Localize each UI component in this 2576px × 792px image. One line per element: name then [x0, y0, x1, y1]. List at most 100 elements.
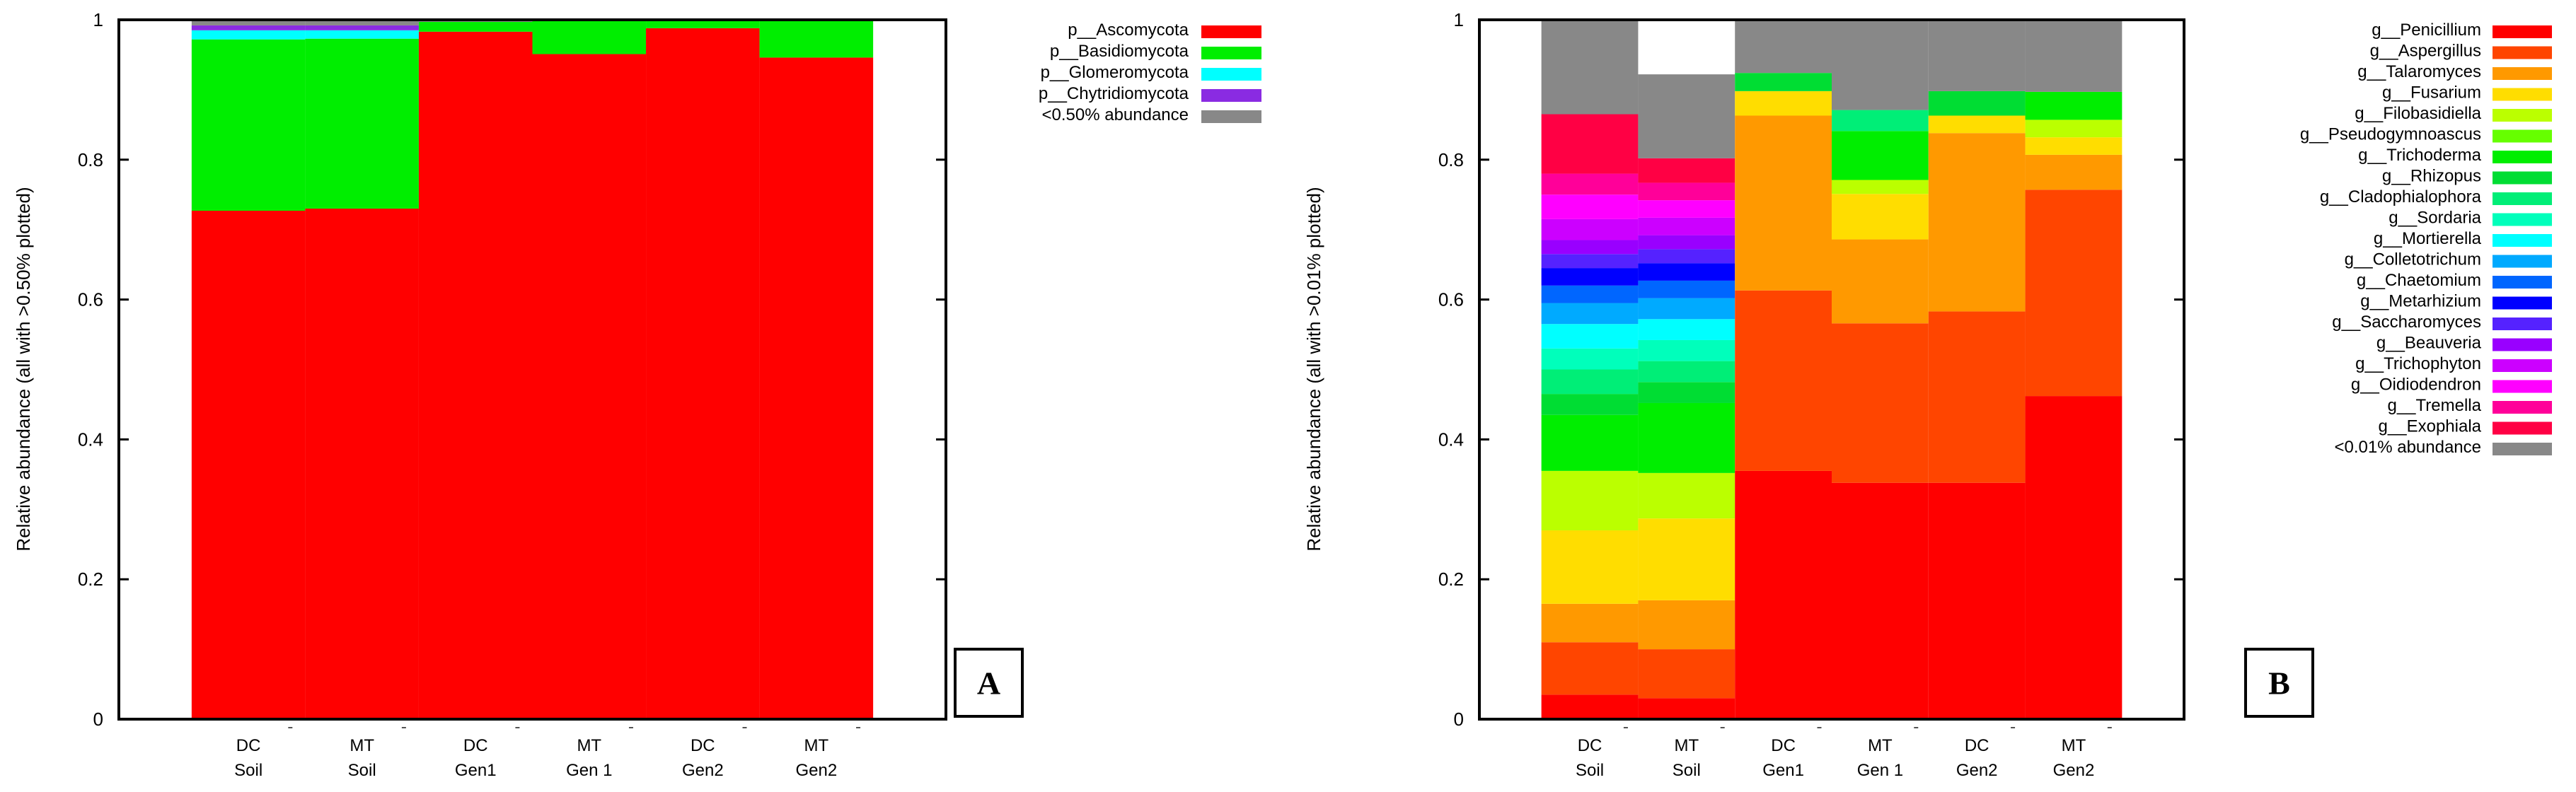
bar-segment-a-0-1	[191, 39, 306, 211]
bar-segment-b-4-1	[1928, 311, 2026, 483]
bar-segment-a-1-4	[305, 20, 419, 25]
x-tick-label-top: MT	[577, 736, 601, 755]
x-tick-label-bottom: Gen2	[2053, 761, 2095, 780]
bar-segment-b-0-19	[1541, 114, 1639, 174]
y-tick-label: 0.6	[78, 289, 103, 310]
bar-segment-b-3-3	[1832, 194, 1929, 240]
bar-segment-a-2-0	[418, 31, 533, 720]
bar-segment-b-3-20	[1832, 20, 1929, 110]
bar-segment-a-0-0	[191, 211, 306, 719]
bar-segment-b-3-2	[1832, 239, 1929, 324]
bar-segment-b-0-2	[1541, 603, 1639, 643]
bar-segment-b-2-0	[1735, 470, 1832, 719]
bar-segment-b-0-3	[1541, 530, 1639, 604]
bar-segment-b-5-20	[2025, 20, 2122, 92]
bar-segment-a-3-1	[532, 21, 647, 54]
legend-label: <0.50% abundance	[1041, 105, 1189, 124]
bar-segment-b-0-4	[1541, 470, 1639, 530]
legend-swatch	[2493, 401, 2552, 414]
bar-segment-a-4-1	[646, 20, 760, 28]
bar-segment-b-4-2	[1928, 133, 2026, 312]
x-tick-label-bottom: Gen 1	[566, 761, 612, 780]
bar-segment-b-0-11	[1541, 303, 1639, 325]
legend-label: g__Colletotrichum	[2345, 250, 2481, 269]
y-tick-label: 0	[1454, 709, 1464, 730]
legend-label: g__Fusarium	[2382, 83, 2481, 103]
bar-segment-b-4-3	[1928, 115, 2026, 134]
legend-swatch	[1201, 25, 1261, 38]
legend-label: g__Saccharomyces	[2332, 313, 2481, 332]
bar-segment-b-0-14	[1541, 254, 1639, 269]
bar-segment-b-0-15	[1541, 240, 1639, 255]
legend-label: g__Tremella	[2387, 396, 2481, 415]
x-tick-label-bottom: Gen1	[455, 761, 497, 780]
legend-swatch	[2493, 255, 2552, 268]
x-tick-label-bottom: Soil	[1576, 761, 1604, 780]
bar-segment-b-0-7	[1541, 394, 1639, 415]
bar-segment-b-1-16	[1638, 217, 1735, 235]
legend-label: g__Sordaria	[2389, 209, 2481, 228]
y-tick-label: 0.4	[1438, 429, 1464, 450]
x-tick-label-bottom: Soil	[348, 761, 376, 780]
bar-segment-b-5-0	[2025, 396, 2122, 719]
bar-segment-b-2-7	[1735, 73, 1832, 91]
bar-segment-b-3-6	[1832, 131, 1929, 180]
bar-segment-b-2-20	[1735, 20, 1832, 74]
bar-segment-b-1-19	[1638, 158, 1735, 183]
y-axis-label: Relative abundance (all with >0.50% plot…	[13, 187, 34, 551]
bar-segment-b-1-10	[1638, 319, 1735, 340]
bar-segment-a-1-0	[305, 209, 419, 719]
legend-label: g__Metarhizium	[2360, 292, 2481, 311]
bar-segment-b-1-13	[1638, 263, 1735, 281]
panel-letter-box	[2244, 648, 2314, 718]
bar-segment-b-1-15	[1638, 235, 1735, 250]
plot-frame	[1478, 18, 2185, 721]
x-tick-label-top: DC	[236, 736, 261, 755]
legend-swatch	[2493, 296, 2552, 310]
legend-swatch	[2493, 67, 2552, 80]
legend-label: <0.01% abundance	[2334, 438, 2481, 457]
bar-segment-b-1-2	[1638, 600, 1735, 650]
bar-segment-b-0-9	[1541, 348, 1639, 370]
legend-label: g__Aspergillus	[2370, 42, 2481, 61]
panel-letter: A	[977, 665, 1000, 701]
bar-segment-b-3-0	[1832, 482, 1929, 719]
y-tick-label: 0	[93, 709, 103, 730]
x-tick-label-bottom: Gen2	[1956, 761, 1998, 780]
bar-segment-a-1-1	[305, 38, 419, 209]
legend-label: g__Filobasidiella	[2355, 104, 2481, 123]
x-tick-label-top: MT	[1674, 736, 1699, 755]
legend-swatch	[1201, 89, 1261, 102]
x-tick-label-top: MT	[804, 736, 829, 755]
legend-label: p__Chytridiomycota	[1039, 84, 1189, 103]
bar-segment-b-0-20	[1541, 20, 1639, 115]
bar-segment-b-5-4	[2025, 120, 2122, 138]
bar-segment-b-0-0	[1541, 694, 1639, 719]
x-tick-label-top: MT	[1868, 736, 1893, 755]
bar-segment-b-0-8	[1541, 369, 1639, 395]
bar-segment-b-3-1	[1832, 323, 1929, 483]
x-tick-label-bottom: Gen2	[682, 761, 724, 780]
bar-segment-a-0-2	[191, 30, 306, 40]
bar-segment-b-1-4	[1638, 472, 1735, 519]
y-tick-label: 0.8	[1438, 149, 1464, 170]
bar-segment-b-1-14	[1638, 249, 1735, 264]
x-tick-label-top: DC	[1965, 736, 1989, 755]
bar-segment-b-2-3	[1735, 91, 1832, 116]
x-tick-label-top: MT	[350, 736, 374, 755]
y-tick-label: 0.8	[78, 149, 103, 170]
bar-segment-b-1-6	[1638, 402, 1735, 473]
x-tick-label-top: DC	[1578, 736, 1602, 755]
y-tick-label: 0.2	[78, 569, 103, 590]
legend-label: g__Trichophyton	[2355, 354, 2481, 373]
legend-label: g__Mortierella	[2374, 229, 2482, 248]
legend-swatch	[2493, 318, 2552, 330]
y-tick-label: 1	[93, 9, 103, 30]
bar-segment-a-3-0	[532, 54, 647, 719]
legend-label: p__Glomeromycota	[1041, 63, 1189, 82]
bar-segment-b-5-3	[2025, 137, 2122, 155]
legend-swatch	[2493, 338, 2552, 351]
legend-label: p__Basidiomycota	[1050, 42, 1189, 61]
bar-segment-b-0-12	[1541, 285, 1639, 303]
legend-swatch	[2493, 234, 2552, 247]
